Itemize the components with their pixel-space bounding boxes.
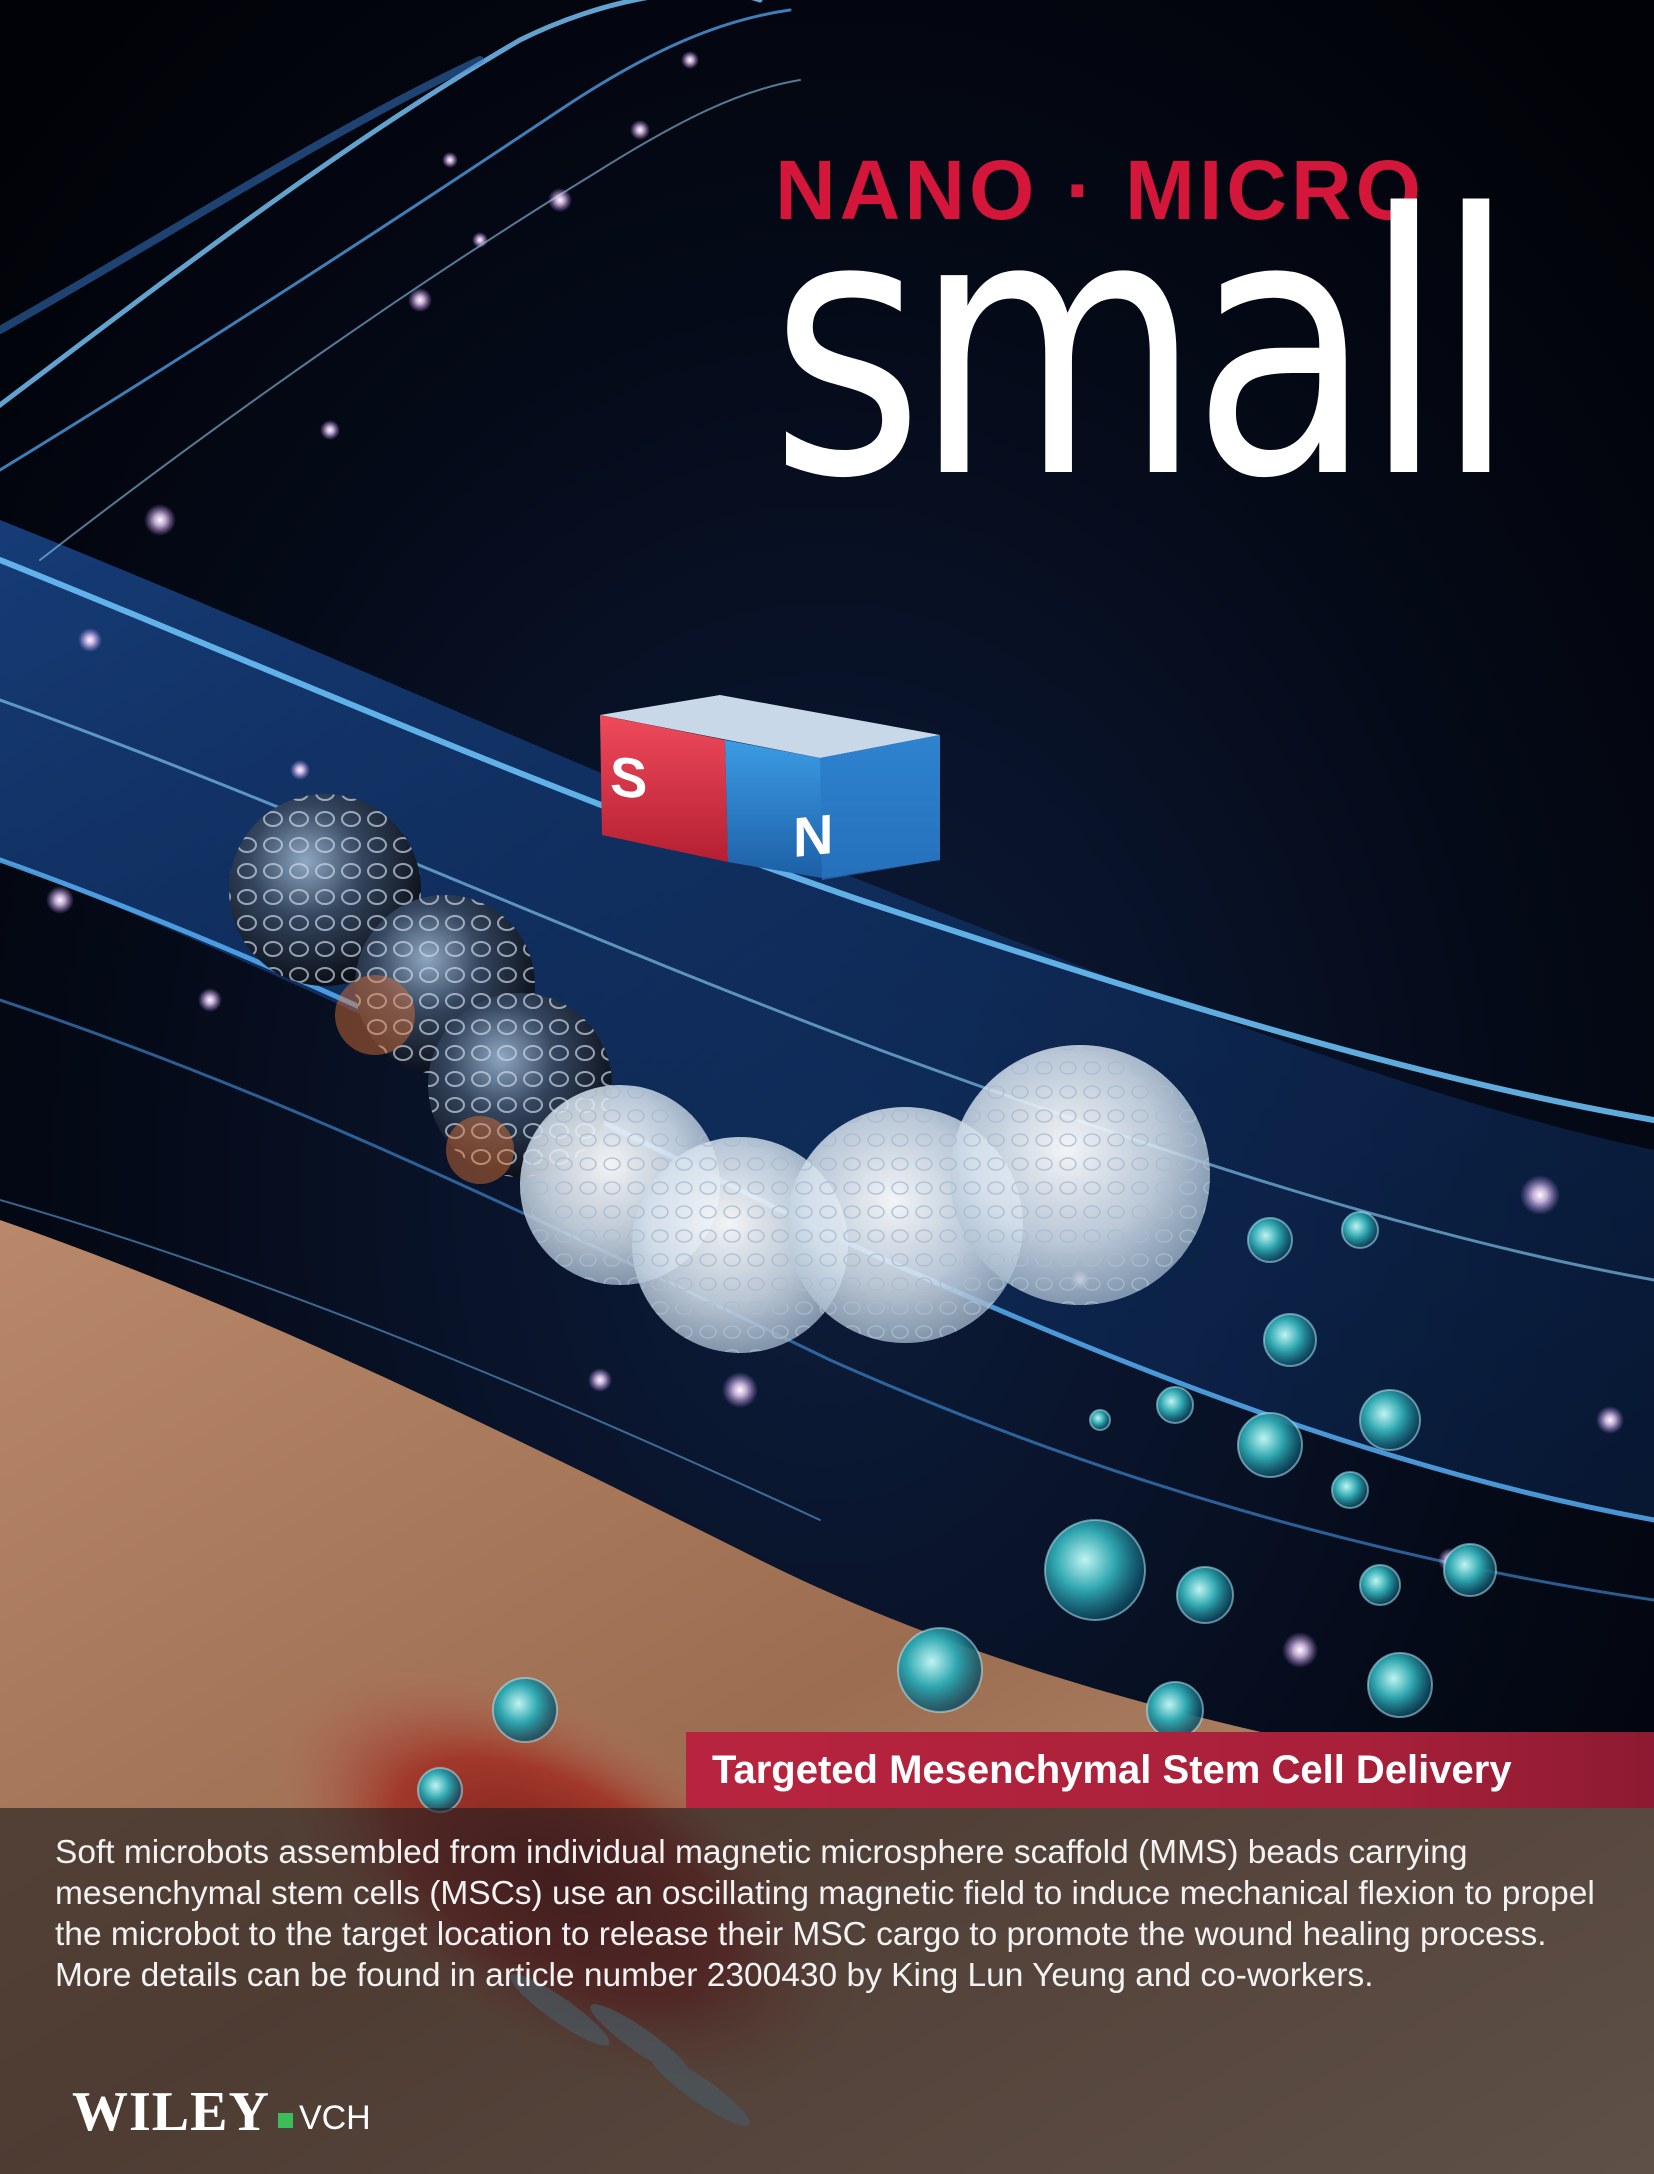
scaffold-beads [520, 1045, 1210, 1353]
headline-banner [686, 1732, 1654, 1808]
publisher-imprint: VCH [298, 2099, 371, 2137]
masthead-subtitle: NANO · MICRO [775, 143, 1425, 237]
publisher-logo: WILEY VCH [72, 2082, 371, 2142]
caption-panel [0, 1808, 1654, 2174]
stem-cells [417, 1211, 1497, 1813]
article-caption: Soft microbots assembled from individual… [55, 1834, 1595, 1994]
article-headline: Targeted Mesenchymal Stem Cell Delivery [712, 1748, 1512, 1792]
magnet-graphic [600, 695, 940, 880]
magnet-south-label: S [610, 744, 648, 811]
masthead-title: small [770, 138, 1517, 557]
publisher-square-icon [277, 2112, 293, 2128]
publisher-name: WILEY [72, 2081, 270, 2143]
magnet-north-label: N [793, 801, 834, 870]
